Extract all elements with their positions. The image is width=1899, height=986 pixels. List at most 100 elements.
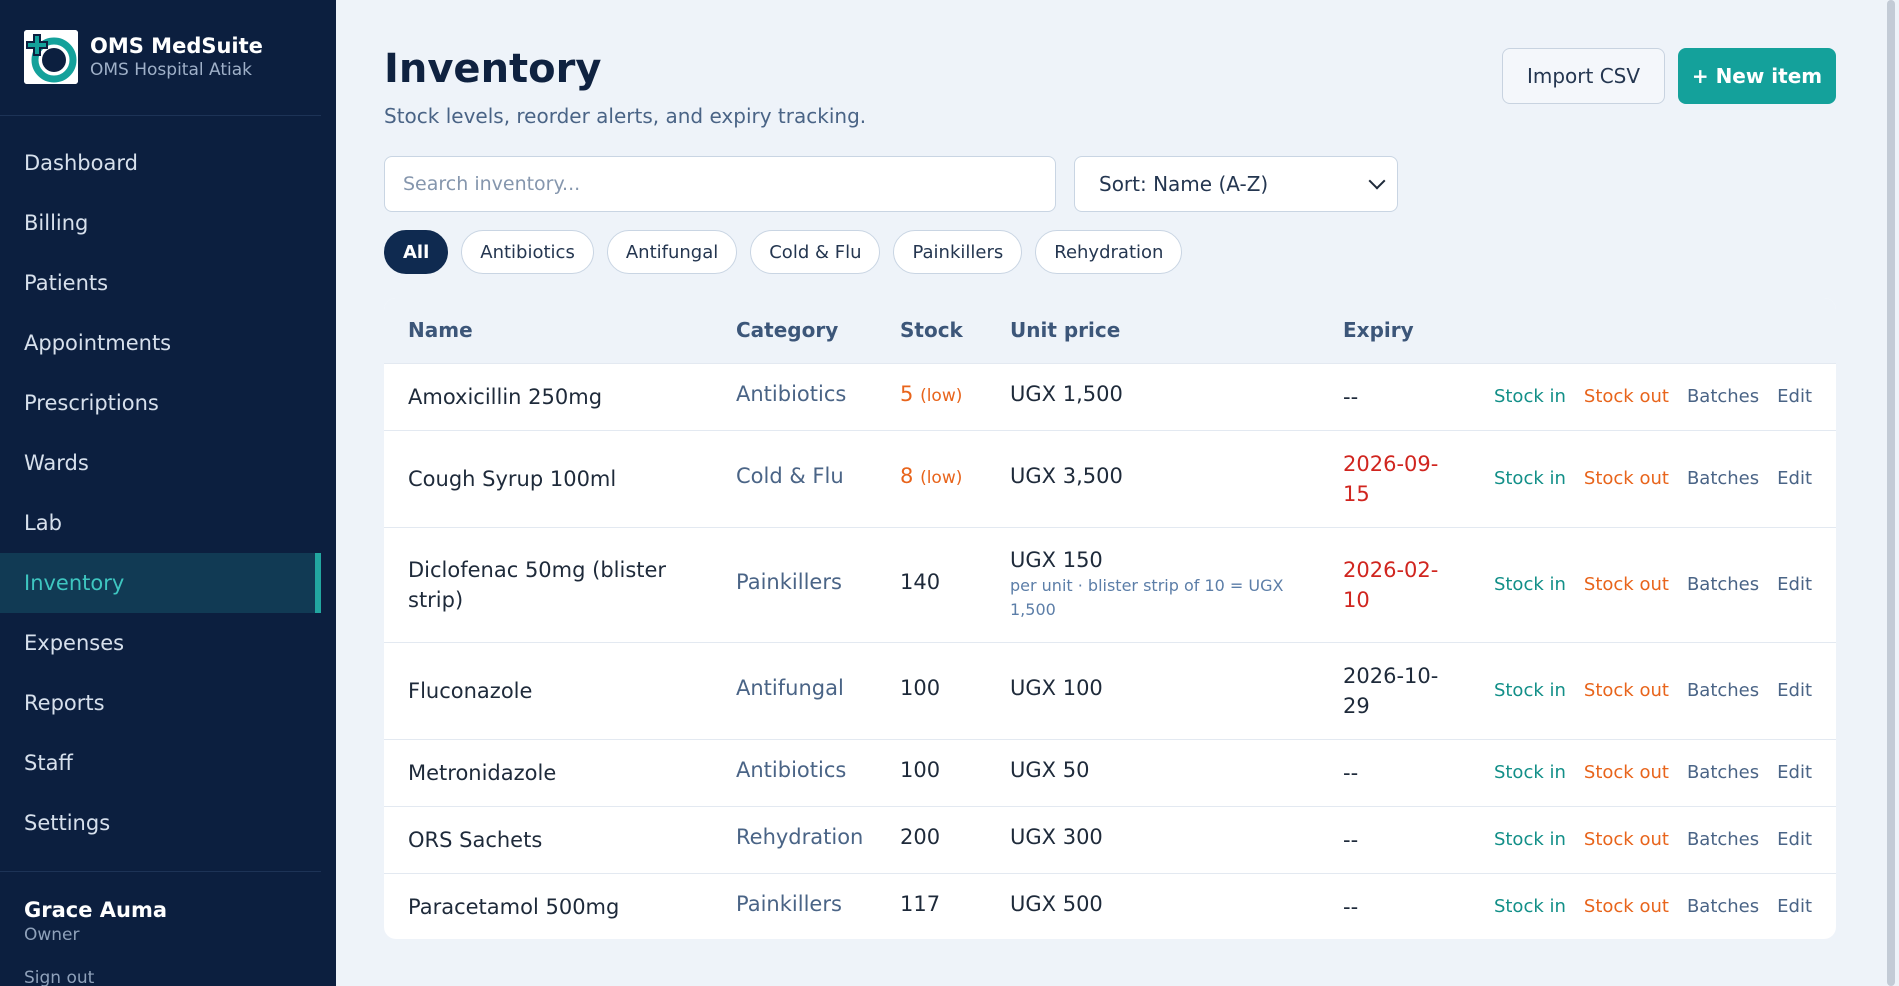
edit-link[interactable]: Edit bbox=[1777, 386, 1812, 407]
item-category: Antibiotics bbox=[736, 758, 847, 782]
sidebar-item-appointments[interactable]: Appointments bbox=[24, 331, 172, 355]
stock-in-link[interactable]: Stock in bbox=[1493, 574, 1566, 595]
user-info: Grace Auma Owner bbox=[24, 896, 167, 946]
sidebar-item-lab[interactable]: Lab bbox=[24, 511, 62, 535]
item-price: UGX 1,500 bbox=[1010, 382, 1123, 406]
filter-chip-painkillers[interactable]: Painkillers bbox=[893, 230, 1023, 274]
item-expiry: -- bbox=[1343, 761, 1359, 785]
edit-link[interactable]: Edit bbox=[1777, 574, 1812, 595]
item-price: UGX 150 per unit · blister strip of 10 =… bbox=[1010, 548, 1310, 622]
stock-in-link[interactable]: Stock in bbox=[1493, 896, 1566, 917]
stock-out-link[interactable]: Stock out bbox=[1583, 680, 1669, 701]
edit-link[interactable]: Edit bbox=[1777, 829, 1812, 850]
filter-chip-all[interactable]: All bbox=[384, 230, 449, 274]
item-price: UGX 50 bbox=[1010, 758, 1090, 782]
sidebar-item-inventory[interactable]: Inventory bbox=[0, 553, 321, 613]
sign-out-link[interactable]: Sign out bbox=[24, 968, 95, 986]
stock-out-link[interactable]: Stock out bbox=[1583, 386, 1669, 407]
item-category: Rehydration bbox=[736, 825, 864, 849]
sort-select-value: Sort: Name (A-Z) bbox=[1099, 172, 1269, 196]
page-subtitle: Stock levels, reorder alerts, and expiry… bbox=[384, 104, 867, 128]
new-item-button[interactable]: + New item bbox=[1678, 48, 1836, 104]
sidebar-item-patients[interactable]: Patients bbox=[24, 271, 109, 295]
stock-out-link[interactable]: Stock out bbox=[1583, 762, 1669, 783]
stock-in-link[interactable]: Stock in bbox=[1493, 386, 1566, 407]
stock-out-link[interactable]: Stock out bbox=[1583, 574, 1669, 595]
sidebar: OMS MedSuite OMS Hospital Atiak Dashboar… bbox=[0, 0, 336, 986]
scrollbar-thumb[interactable] bbox=[1887, 0, 1895, 986]
table-row: Fluconazole Antifungal 100 UGX 100 2026-… bbox=[384, 642, 1836, 739]
stock-value: 8 bbox=[900, 464, 914, 488]
stock-value: 5 bbox=[900, 382, 914, 406]
sidebar-item-prescriptions[interactable]: Prescriptions bbox=[24, 391, 159, 415]
item-price: UGX 300 bbox=[1010, 825, 1103, 849]
item-category: Antibiotics bbox=[736, 382, 847, 406]
page-scrollbar[interactable] bbox=[1884, 0, 1899, 986]
batches-link[interactable]: Batches bbox=[1686, 680, 1760, 701]
item-expiry: -- bbox=[1343, 828, 1359, 852]
item-name: Diclofenac 50mg (blister strip) bbox=[408, 558, 667, 612]
stock-value: 140 bbox=[900, 570, 941, 594]
item-stock: 100 bbox=[900, 676, 940, 700]
item-stock: 100 bbox=[900, 758, 940, 782]
price-note: per unit · blister strip of 10 = UGX 1,5… bbox=[1010, 576, 1284, 619]
item-name: Metronidazole bbox=[408, 761, 557, 785]
sidebar-item-staff[interactable]: Staff bbox=[24, 751, 73, 775]
sidebar-item-billing[interactable]: Billing bbox=[24, 211, 89, 235]
batches-link[interactable]: Batches bbox=[1686, 762, 1760, 783]
filter-chip-antifungal[interactable]: Antifungal bbox=[606, 230, 738, 274]
stock-out-link[interactable]: Stock out bbox=[1583, 896, 1669, 917]
column-header-stock[interactable]: Stock bbox=[900, 318, 963, 342]
price-value: UGX 150 bbox=[1010, 548, 1103, 572]
edit-link[interactable]: Edit bbox=[1777, 680, 1812, 701]
column-header-category[interactable]: Category bbox=[736, 318, 839, 342]
batches-link[interactable]: Batches bbox=[1686, 386, 1760, 407]
filter-chip-cold-flu[interactable]: Cold & Flu bbox=[750, 230, 881, 274]
item-stock: 117 bbox=[900, 892, 940, 916]
row-actions: Stock in Stock out Batches Edit bbox=[1476, 680, 1812, 701]
column-header-name[interactable]: Name bbox=[408, 318, 473, 342]
stock-in-link[interactable]: Stock in bbox=[1493, 680, 1566, 701]
item-name: ORS Sachets bbox=[408, 828, 543, 852]
item-price: UGX 100 bbox=[1010, 676, 1103, 700]
stock-out-link[interactable]: Stock out bbox=[1583, 829, 1669, 850]
sidebar-item-reports[interactable]: Reports bbox=[24, 691, 105, 715]
sidebar-divider bbox=[0, 871, 321, 872]
table-row: Metronidazole Antibiotics 100 UGX 50 -- … bbox=[384, 739, 1836, 806]
item-name: Cough Syrup 100ml bbox=[408, 467, 617, 491]
filter-chip-antibiotics[interactable]: Antibiotics bbox=[461, 230, 594, 274]
item-expiry: -- bbox=[1343, 385, 1359, 409]
batches-link[interactable]: Batches bbox=[1686, 896, 1760, 917]
import-csv-button[interactable]: Import CSV bbox=[1502, 48, 1665, 104]
page-title: Inventory bbox=[384, 46, 602, 92]
stock-out-link[interactable]: Stock out bbox=[1583, 468, 1669, 489]
sort-select[interactable]: Sort: Name (A-Z) bbox=[1074, 156, 1398, 212]
sidebar-item-settings[interactable]: Settings bbox=[24, 811, 111, 835]
stock-in-link[interactable]: Stock in bbox=[1493, 829, 1566, 850]
edit-link[interactable]: Edit bbox=[1777, 762, 1812, 783]
filter-chip-rehydration[interactable]: Rehydration bbox=[1035, 230, 1183, 274]
batches-link[interactable]: Batches bbox=[1686, 468, 1760, 489]
column-header-unit-price[interactable]: Unit price bbox=[1010, 318, 1121, 342]
sidebar-item-wards[interactable]: Wards bbox=[24, 451, 89, 475]
low-stock-badge: (low) bbox=[920, 386, 963, 406]
item-expiry: 2026-10-29 bbox=[1343, 664, 1439, 718]
row-actions: Stock in Stock out Batches Edit bbox=[1476, 762, 1812, 783]
batches-link[interactable]: Batches bbox=[1686, 829, 1760, 850]
brand: OMS MedSuite OMS Hospital Atiak bbox=[24, 30, 263, 84]
sidebar-nav: Dashboard Billing Patients Appointments … bbox=[0, 133, 321, 853]
row-actions: Stock in Stock out Batches Edit bbox=[1476, 829, 1812, 850]
sidebar-item-expenses[interactable]: Expenses bbox=[24, 631, 125, 655]
stock-in-link[interactable]: Stock in bbox=[1493, 762, 1566, 783]
stock-in-link[interactable]: Stock in bbox=[1493, 468, 1566, 489]
edit-link[interactable]: Edit bbox=[1777, 468, 1812, 489]
user-name: Grace Auma bbox=[24, 898, 168, 922]
sidebar-item-dashboard[interactable]: Dashboard bbox=[24, 151, 138, 175]
batches-link[interactable]: Batches bbox=[1686, 574, 1760, 595]
search-input[interactable] bbox=[384, 156, 1056, 212]
table-header: Name Category Stock Unit price Expiry bbox=[384, 298, 1836, 363]
column-header-expiry[interactable]: Expiry bbox=[1343, 318, 1414, 342]
edit-link[interactable]: Edit bbox=[1777, 896, 1812, 917]
item-category: Cold & Flu bbox=[736, 464, 844, 488]
stock-value: 100 bbox=[900, 758, 941, 782]
